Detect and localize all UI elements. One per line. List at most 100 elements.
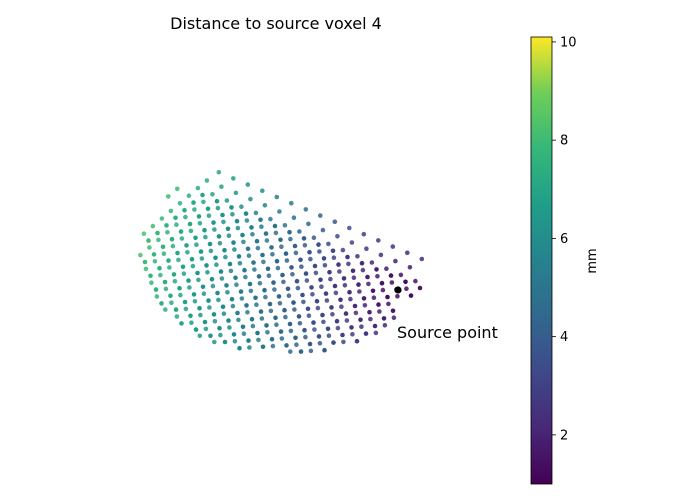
scatter-point [349,240,355,245]
scatter-point [267,301,273,307]
scatter-point [163,286,169,292]
scatter-point [353,310,359,316]
scatter-point [239,204,244,209]
scatter-point [309,285,314,290]
scatter-point [254,302,259,308]
scatter-point [146,238,151,243]
scatter-point [204,263,209,268]
scatter-point [231,176,236,181]
scatter-point [329,305,334,310]
scatter-point [220,212,225,218]
scatter-point [389,280,395,285]
scatter-point [282,307,287,313]
scatter-point [393,258,398,264]
scatter-point [227,261,233,267]
scatter-point [265,330,270,335]
scatter-point [283,314,288,320]
scatter-point [287,321,293,327]
scatter-point [274,322,279,328]
scatter-point [380,287,386,293]
scatter-point [224,283,229,288]
scatter-point [254,238,260,244]
scatter-point [231,240,236,245]
scatter-point [235,310,240,316]
scatter-point [256,337,261,343]
scatter-point [268,308,274,314]
scatter-point [327,269,332,275]
scatter-point [315,305,321,311]
scatter-point [186,278,191,283]
scatter-point [352,303,358,309]
scatter-point [274,194,280,200]
scatter-point [206,213,212,218]
scatter-point [150,223,156,229]
scatter-point [193,235,198,241]
scatter-point [250,232,255,237]
scatter-point [279,336,285,341]
scatter-point [214,198,220,204]
scatter-point [288,236,293,242]
scatter-point [251,260,256,265]
scatter-point [210,283,216,289]
scatter-point [229,296,235,302]
scatter-point [301,299,306,305]
scatter-point [205,206,211,212]
scatter-point [183,306,189,312]
scatter-point [308,348,314,354]
scatter-point [359,324,364,330]
scatter-points [138,169,425,354]
scatter-point [293,335,298,341]
scatter-point [317,249,322,254]
scatter-point [174,222,179,227]
scatter-point [151,252,157,257]
scatter-point [266,273,272,279]
scatter-point [384,266,389,272]
scatter-point [391,315,397,321]
scatter-point [237,345,242,351]
scatter-point [147,245,152,250]
scatter-point [376,302,381,307]
scatter-point [216,234,222,239]
scatter-point [340,332,345,338]
scatter-point [231,332,237,337]
scatter-point [361,231,367,237]
scatter-point [321,256,327,261]
scatter-point [175,250,180,256]
scatter-point [159,301,164,306]
scatter-point [153,287,159,292]
scatter-point [161,251,167,256]
scatter-point [197,333,203,339]
scatter-point [177,201,183,206]
scatter-point [166,258,171,263]
scatter-point [310,292,315,297]
scatter-point [291,300,296,305]
scatter-point [306,221,311,227]
scatter-point [184,243,189,248]
scatter-point [245,246,251,252]
source-point-marker [394,286,402,294]
scatter-point [252,267,257,272]
scatter-point [398,272,404,278]
scatter-point [318,277,323,283]
scatter-point [201,291,207,297]
scatter-point [245,182,251,187]
scatter-point [379,280,385,286]
scatter-point [260,188,265,194]
scatter-point [283,251,289,256]
scatter-point [180,264,186,270]
scatter-point [247,345,252,350]
scatter-point [367,309,372,315]
scatter-point [336,262,341,267]
scatter-point [314,298,320,304]
scatter-point [162,279,168,285]
scatter-point [377,309,382,314]
scatter-point [200,284,206,290]
scatter-point [197,221,203,226]
scatter-point [302,243,308,248]
scatter-point [234,218,240,224]
scatter-point [264,238,270,243]
scatter-point [262,287,267,293]
scatter-point [385,294,390,300]
scatter-point [328,276,333,282]
scatter-point [359,260,365,266]
